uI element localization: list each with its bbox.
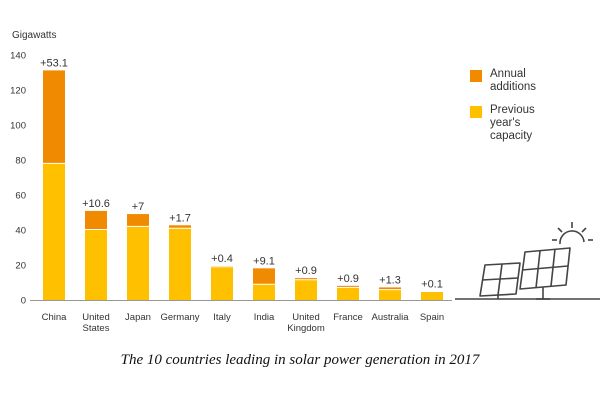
bar-annual-addition — [169, 225, 191, 229]
x-tick-label: Italy — [213, 312, 231, 323]
y-tick-label: 60 — [15, 191, 26, 202]
bar-annual-addition — [379, 287, 401, 290]
x-tick-label: India — [254, 312, 275, 323]
bar-data-label: +0.9 — [337, 273, 359, 285]
bar-annual-addition — [295, 278, 317, 280]
legend-item-annual-additions: Annual additions — [470, 68, 590, 94]
bar-data-label: +1.7 — [169, 212, 191, 224]
bar-annual-addition — [43, 70, 65, 164]
x-tick-label: Japan — [125, 312, 151, 323]
bar-annual-addition — [85, 210, 107, 230]
x-tick-label: China — [42, 312, 68, 323]
bar-data-label: +10.6 — [82, 198, 110, 210]
bar-data-label: +0.1 — [421, 278, 443, 290]
legend-swatch-annual-additions — [470, 70, 482, 82]
y-tick-label: 100 — [10, 121, 26, 132]
bar-previous-capacity — [127, 226, 149, 300]
x-tick-label: United — [82, 312, 109, 323]
bar-previous-capacity — [43, 163, 65, 300]
y-tick-label: 40 — [15, 226, 26, 237]
bar-previous-capacity — [211, 266, 233, 300]
legend-label-line: year's — [490, 117, 521, 129]
bar-data-label: +7 — [132, 201, 145, 213]
bar-data-label: +9.1 — [253, 255, 275, 267]
x-tick-label: States — [83, 323, 110, 334]
x-tick-label: Kingdom — [287, 323, 325, 334]
y-axis-title: Gigawatts — [12, 30, 56, 41]
bar-data-label: +0.4 — [211, 253, 233, 265]
bar-previous-capacity — [379, 289, 401, 300]
y-tick-label: 20 — [15, 261, 26, 272]
x-tick-label: France — [333, 312, 363, 323]
legend-label-line: Previous — [490, 104, 535, 116]
legend-label-annual-additions: Annual additions — [490, 68, 570, 94]
y-tick-label: 140 — [10, 51, 26, 62]
bar-previous-capacity — [421, 291, 443, 300]
x-tick-label: Australia — [372, 312, 410, 323]
legend-label-line: additions — [490, 81, 537, 93]
bar-annual-addition — [253, 268, 275, 285]
chart-caption: The 10 countries leading in solar power … — [120, 352, 480, 368]
y-tick-label: 0 — [21, 296, 26, 307]
bar-data-label: +0.9 — [295, 265, 317, 277]
x-tick-label: Germany — [160, 312, 199, 323]
bar-data-label: +53.1 — [40, 57, 68, 69]
bar-previous-capacity — [253, 284, 275, 300]
y-tick-label: 80 — [15, 156, 26, 167]
x-tick-label: United — [292, 312, 319, 323]
bar-previous-capacity — [169, 228, 191, 300]
legend-label-line: capacity — [490, 130, 533, 142]
bar-annual-addition — [127, 214, 149, 227]
bar-annual-addition — [337, 285, 359, 288]
legend-label-line: Annual — [490, 68, 526, 80]
legend-label-previous-capacity: Previous year's capacity — [490, 104, 570, 143]
legend-swatch-previous-capacity — [470, 106, 482, 118]
x-tick-label: Spain — [420, 312, 444, 323]
bar-data-label: +1.3 — [379, 274, 401, 286]
bar-previous-capacity — [295, 279, 317, 300]
solar-panel-illustration — [455, 222, 600, 300]
legend: Annual additions Previous year's capacit… — [470, 68, 590, 153]
y-tick-label: 120 — [10, 86, 26, 97]
bar-previous-capacity — [337, 287, 359, 300]
bar-chart: Gigawatts 0 20 40 60 80 100 120 140 +53.1 China +10… — [10, 30, 600, 334]
legend-item-previous-capacity: Previous year's capacity — [470, 104, 590, 143]
bar-previous-capacity — [85, 229, 107, 300]
